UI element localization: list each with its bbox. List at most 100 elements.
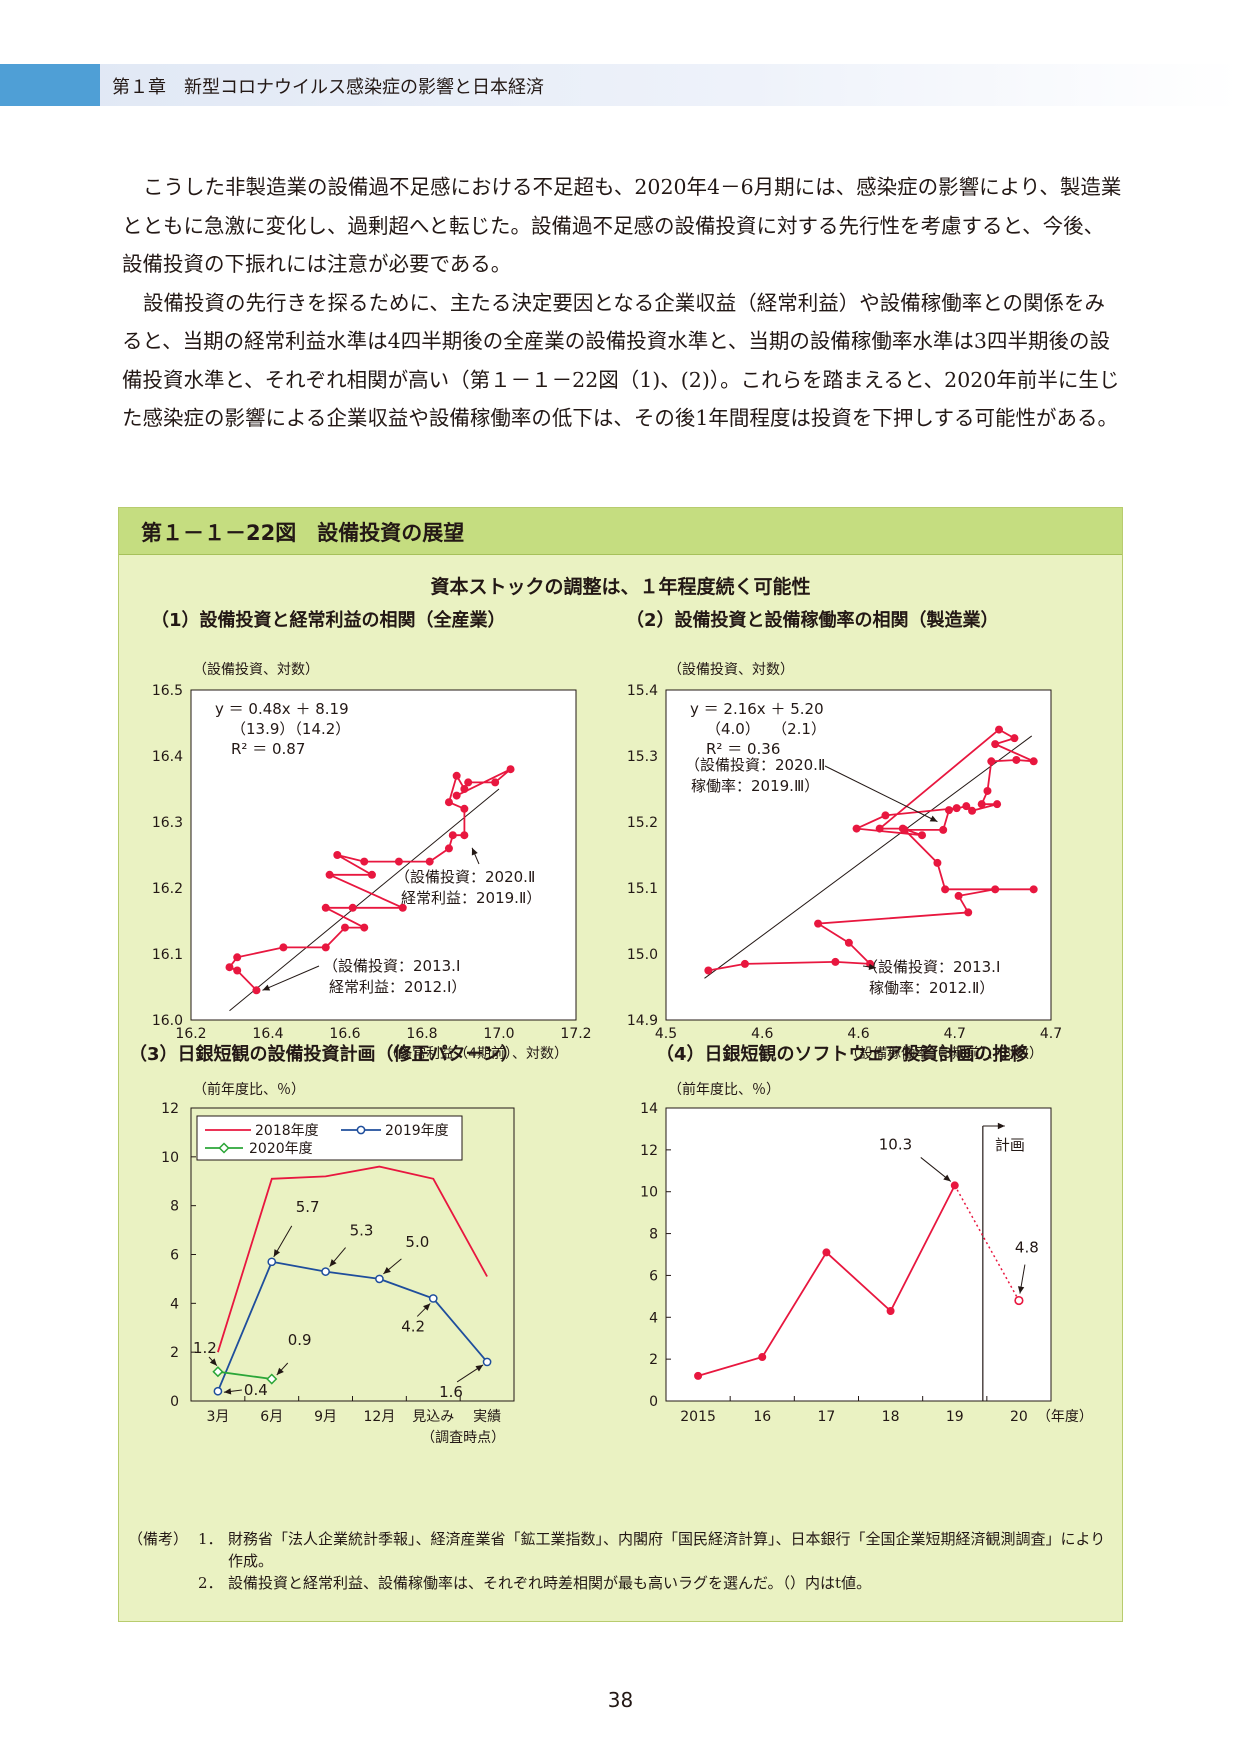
chart2-ylabel: （設備投資、対数） [668,662,794,678]
chart3-label-arrow-head [423,1303,431,1311]
chart2-point [983,786,992,795]
chart2-ytick: 14.9 [627,1013,658,1029]
chart1-ytick: 16.4 [152,749,183,765]
figure-panel: 第１－１－22図 設備投資の展望 資本ストックの調整は、１年程度続く可能性 （1… [118,507,1123,1622]
chart3-ytick: 6 [170,1248,179,1264]
chart3-data-label: 5.0 [405,1233,429,1251]
chart4-ytick: 14 [640,1101,658,1117]
chart1-ytick: 16.2 [152,881,183,897]
chart1-ytick: 16.5 [152,683,183,699]
chart1-title: （1）設備投資と経常利益の相関（全産業） [151,609,506,631]
chart2-regression-text: （4.0） （2.1） [706,720,826,738]
chart2-xlabel: （設備稼働率（3期前）、対数） [845,1045,1043,1062]
chart2-ytick: 15.1 [627,881,658,897]
figure-title: 第１－１－22図 設備投資の展望 [141,521,465,545]
chart3-point-2020 [212,1366,224,1378]
chart1-point [398,903,407,912]
figure-title-bar: 第１－１－22図 設備投資の展望 [119,508,1122,555]
chart2-point [918,831,927,840]
chart1-point [333,851,342,859]
chart3-point-2019 [321,1267,330,1276]
chart3-xtick: 9月 [314,1409,337,1425]
chart3-xtick: 3月 [206,1409,229,1425]
chart4-point [886,1307,895,1316]
chart1-point [233,966,242,975]
chart1-xlabel: （経常利益（4期前）、対数） [384,1045,568,1062]
chart3-xtick: 12月 [364,1409,396,1425]
chart2-point [941,885,950,894]
chart2-title: （2）設備投資と設備稼働率の相関（製造業） [626,609,999,631]
chart2-point [964,908,973,917]
chart3-legend-marker-2020 [218,1142,230,1154]
chart2-point [991,885,1000,894]
chart1-regression-text: R² ＝ 0.87 [231,740,305,758]
chart4-data-label: 4.8 [1015,1239,1039,1257]
chart1-ytick: 16.3 [152,815,183,831]
chart1-xtick: 16.4 [252,1026,283,1042]
chart1-point [448,831,457,840]
chart2-point [987,757,996,766]
chart1-annotation: 経常利益：2012.Ⅰ） [329,978,466,996]
chart2-point [898,824,907,833]
chart4-ytick: 2 [649,1352,658,1368]
chart2-ytick: 15.0 [627,947,658,963]
chart3-label-arrow-head [383,1266,391,1274]
chart2-point [933,858,942,867]
chart3-data-label: 1.6 [439,1383,463,1401]
chart3-ytick: 4 [170,1296,179,1312]
chart3-point-2019 [267,1257,277,1267]
chart3-label-arrow-head [209,1358,217,1366]
chart2-point [968,806,977,815]
chart4-label-arrow-head [943,1174,951,1182]
chart1-series-line [228,768,512,991]
chart1-point [367,870,376,879]
chart3-ylabel: （前年度比、％） [193,1081,305,1098]
figure-charts: （1）設備投資と経常利益の相関（全産業） （設備投資、対数） 16.0 16.1 16.… [129,609,1093,1446]
chart2-point [831,957,840,966]
chart2-regression-line [704,735,1033,979]
chart1-annotation-arrow-head [471,847,478,856]
chart2-point [875,824,884,833]
chart3-point-2019 [213,1386,223,1396]
chart4-plan-label: 計画 [995,1136,1025,1154]
chart1-point [321,903,330,912]
chart2-point [954,891,963,900]
chart4-point [758,1353,767,1362]
chart1-ylabel: （設備投資、対数） [193,662,319,678]
chart2-annotation: （設備投資：2020.Ⅱ [685,756,825,774]
chart1-regression-line [229,788,500,1012]
chart4-ylabel: （前年度比、％） [668,1081,780,1098]
chart2-xtick: 4.5 [655,1026,677,1042]
chart3-label-arrow-head [223,1388,232,1395]
chart1-point [321,943,330,952]
chart2-point [740,959,749,968]
chart2-point [844,938,853,947]
chart1-point [452,771,461,780]
chart1-point [460,804,469,813]
chart3-point-2019 [482,1357,492,1367]
chart2-point [1029,757,1038,766]
chart3-data-label: 4.2 [401,1317,425,1335]
chapter-header: 第１章 新型コロナウイルス感染症の影響と日本経済 [0,64,1241,106]
chart3-xtick: 見込み [412,1409,454,1425]
chart3-title: （3）日銀短観の設備投資計画（修正パターン） [129,1043,519,1065]
chart1-annotation-arrow-head [262,984,271,991]
chart3-series-2020年度 [217,1370,272,1380]
chart2-point [1010,734,1019,743]
chart2-xtick: 4.6 [847,1026,869,1042]
chart2-point [991,740,1000,749]
paragraph-2: 設備投資の先行きを探るために、主たる決定要因となる企業収益（経常利益）や設備稼働… [122,290,1120,431]
chart4-plan-arrow-head [997,1122,1005,1130]
chapter-title: 第１章 新型コロナウイルス感染症の影響と日本経済 [112,77,544,98]
chart4-ytick: 8 [649,1227,658,1243]
chart1-point [360,923,369,932]
chart3-label-arrow-head [273,1249,281,1257]
chart2-ytick: 15.2 [627,815,658,831]
chart1-point [252,986,261,995]
chart1-point [233,953,242,962]
chart4-ytick: 6 [649,1268,658,1284]
chart1-point [452,791,461,800]
page-number: 38 [607,1688,634,1712]
chart1-xtick: 17.0 [483,1026,514,1042]
chart2-point [852,824,861,833]
